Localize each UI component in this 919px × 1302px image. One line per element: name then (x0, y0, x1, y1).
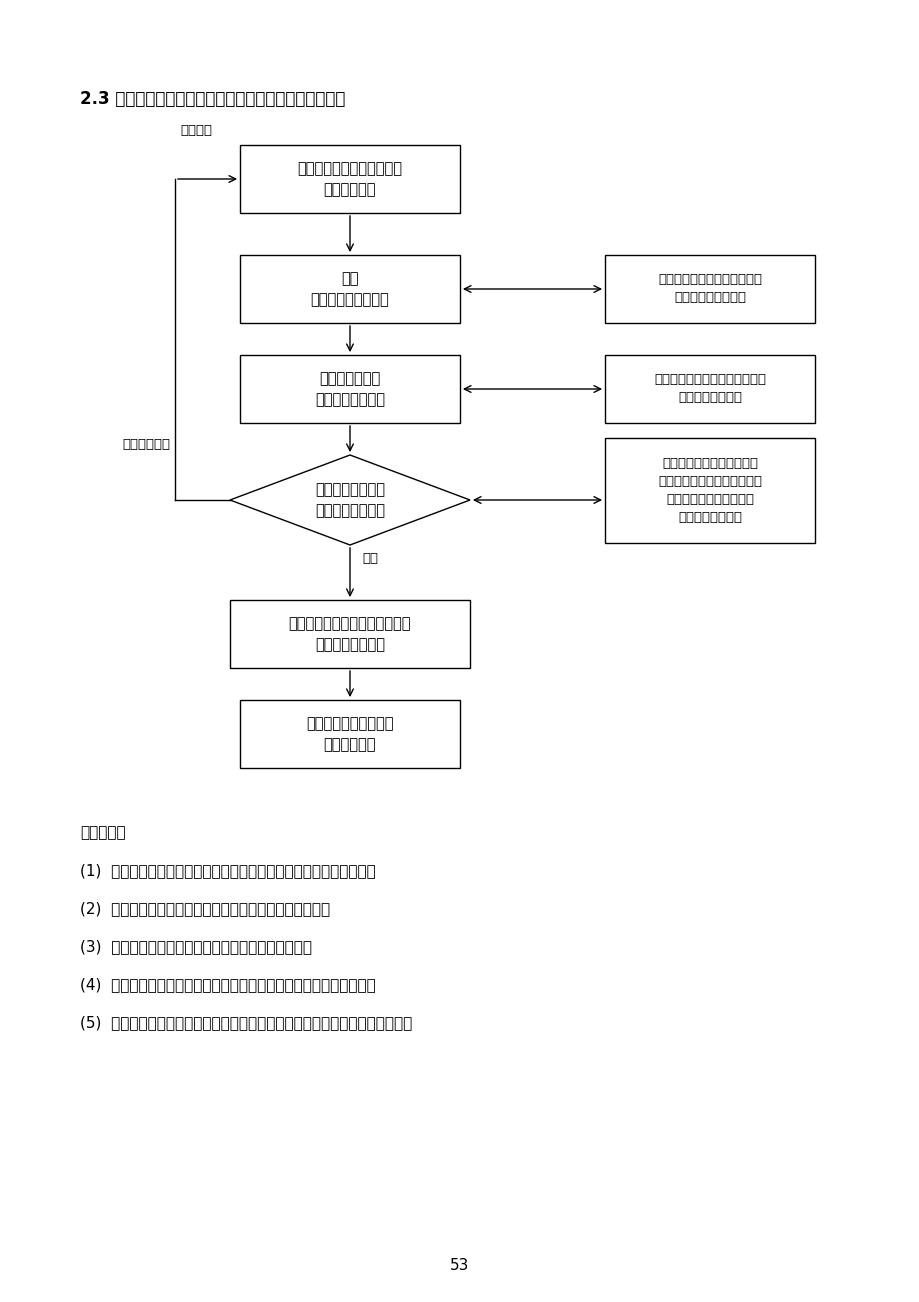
Text: 2.3 施工组织设计（施工方案）审核工作程序及实施要点: 2.3 施工组织设计（施工方案）审核工作程序及实施要点 (80, 90, 345, 108)
Bar (240, 255, 460, 323)
Text: 通过: 通过 (361, 552, 378, 565)
Text: 将批件返回承包方并送建设单位
（资料管理人员）: 将批件返回承包方并送建设单位 （资料管理人员） (289, 616, 411, 652)
Bar (605, 437, 814, 543)
Polygon shape (230, 454, 470, 546)
Bar (230, 600, 470, 668)
Text: 初审
（专业监理工程师）: 初审 （专业监理工程师） (311, 271, 389, 307)
Text: (2)  施工方案是否切实可行（结合工程特点和工地环境）。: (2) 施工方案是否切实可行（结合工程特点和工地环境）。 (80, 901, 330, 917)
Bar (240, 145, 460, 214)
Bar (240, 700, 460, 768)
Bar (240, 355, 460, 423)
Text: 施工组织设计审批
（总监理工程师）: 施工组织设计审批 （总监理工程师） (314, 482, 384, 518)
Text: (4)  上述审核由总监组织，专业监理工程师参加，要求在一周内完成。: (4) 上述审核由总监组织，专业监理工程师参加，要求在一周内完成。 (80, 976, 375, 992)
Text: 施工组织设计（方案）申报
（承包单位）: 施工组织设计（方案）申报 （承包单位） (297, 161, 403, 197)
Text: (1)  施工组织设计或施工方案是否经承包单位上级技术管理部门审批。: (1) 施工组织设计或施工方案是否经承包单位上级技术管理部门审批。 (80, 863, 375, 878)
Bar (605, 255, 814, 323)
Text: 对重大施工方案组织建设单
位、设计、承包、监理共同参
加的方案专题会共同审定
（总监理工程师）: 对重大施工方案组织建设单 位、设计、承包、监理共同参 加的方案专题会共同审定 （… (657, 457, 761, 523)
Text: 重大问题与建设单位、设计协商
（总监理工程师）: 重大问题与建设单位、设计协商 （总监理工程师） (653, 374, 766, 405)
Text: 监理项目部会审
（总监理工程师）: 监理项目部会审 （总监理工程师） (314, 371, 384, 408)
Bar (605, 355, 814, 423)
Text: (5)  若属重大工程及施工复杂项目，总监的审批意见应报公司技术负责人复审。: (5) 若属重大工程及施工复杂项目，总监的审批意见应报公司技术负责人复审。 (80, 1016, 412, 1030)
Text: 实施要点：: 实施要点： (80, 825, 126, 840)
Text: 修改补充: 修改补充 (180, 124, 211, 137)
Text: 施工组织设计付诸实施
（承包单位）: 施工组织设计付诸实施 （承包单位） (306, 716, 393, 753)
Text: (3)  主要的技术措施是否符合规范的要求，是否齐全。: (3) 主要的技术措施是否符合规范的要求，是否齐全。 (80, 939, 312, 954)
Text: 向施工方询问和落实主要问题
（专业监理工程师）: 向施工方询问和落实主要问题 （专业监理工程师） (657, 273, 761, 305)
Text: 提出修改意见: 提出修改意见 (122, 437, 170, 450)
Text: 53: 53 (449, 1258, 470, 1272)
